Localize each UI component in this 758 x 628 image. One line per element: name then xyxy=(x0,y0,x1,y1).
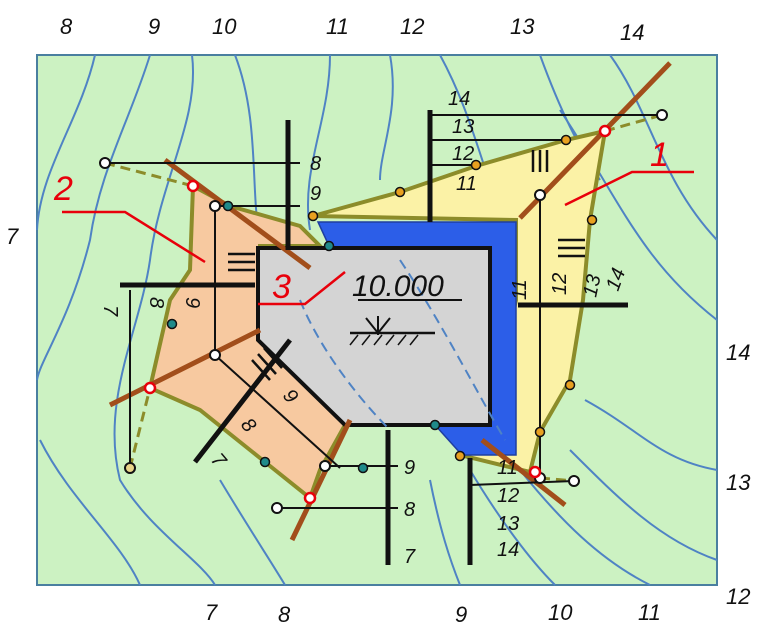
contour-line xyxy=(36,54,151,381)
contour-line xyxy=(219,479,286,586)
contour-line xyxy=(609,54,718,241)
platform-elevation: 10.000 xyxy=(352,270,444,303)
contour-label-left: 7 xyxy=(6,224,19,249)
elevation-mark xyxy=(349,299,462,346)
marker-leader-2 xyxy=(62,210,206,264)
scale-label: 14 xyxy=(497,539,519,561)
orange-point xyxy=(586,214,598,226)
scale-label: 12 xyxy=(452,143,474,165)
marker-1: 1 xyxy=(650,136,669,174)
contour-label-top: 12 xyxy=(400,14,424,39)
survey-point xyxy=(319,460,331,472)
scale-label: 12 xyxy=(497,485,519,507)
scale-label: 13 xyxy=(497,513,519,535)
teal-point xyxy=(166,318,178,330)
contour-label-top: 9 xyxy=(148,14,160,39)
red-point xyxy=(143,381,157,395)
orange-point xyxy=(454,450,466,462)
scale-label: 7 xyxy=(99,305,121,317)
platform-contour xyxy=(399,259,506,441)
scale-label: 8 xyxy=(145,297,167,308)
teal-point xyxy=(222,200,234,212)
marker-2: 2 xyxy=(53,170,73,208)
tick-clusters xyxy=(228,150,585,381)
contour-line xyxy=(39,439,141,586)
contour-line xyxy=(36,54,96,231)
contour-line xyxy=(429,479,461,586)
orange-point xyxy=(534,426,546,438)
scale-label: 13 xyxy=(452,116,474,138)
scale-label: 9 xyxy=(310,183,321,205)
scale-label: 12 xyxy=(549,273,571,295)
contour-label-bottom: 12 xyxy=(726,584,750,609)
boundary-line xyxy=(289,418,353,542)
survey-point xyxy=(656,109,668,121)
red-point xyxy=(528,465,542,479)
scale-label: 11 xyxy=(497,457,518,479)
contour-label-bottom: 8 xyxy=(278,602,291,627)
marker-leaders xyxy=(62,170,694,306)
red-point xyxy=(598,124,612,138)
teal-point xyxy=(429,419,441,431)
points xyxy=(99,109,668,514)
contour-line xyxy=(306,54,331,231)
contour-label-bottom: 10 xyxy=(548,600,573,625)
survey-point xyxy=(568,475,580,487)
scale-label: 8 xyxy=(404,499,415,521)
platform-contour xyxy=(299,299,391,431)
contour-line xyxy=(113,54,216,586)
survey-point xyxy=(271,502,283,514)
teal-point xyxy=(357,462,369,474)
contour-line xyxy=(469,469,556,586)
survey-point xyxy=(209,349,221,361)
contour-label-bottom: 7 xyxy=(205,600,218,625)
marker-leader-3 xyxy=(258,271,346,306)
orange-point xyxy=(564,379,576,391)
contour-line xyxy=(519,469,651,586)
boundary-line xyxy=(480,438,567,507)
contour-label-top: 8 xyxy=(60,14,73,39)
orange-point xyxy=(470,159,482,171)
scale-label: 14 xyxy=(448,88,470,110)
boundary-line xyxy=(108,327,262,408)
contour-label-top: 13 xyxy=(510,14,535,39)
cut-zone xyxy=(147,182,348,502)
contour-line xyxy=(569,449,718,561)
survey-point xyxy=(99,157,111,169)
scale-label: 11 xyxy=(456,173,477,195)
teal-point xyxy=(259,456,271,468)
contour-label-bottom: 9 xyxy=(455,602,467,627)
contour-label-top: 10 xyxy=(212,14,237,39)
orange-point xyxy=(307,210,319,222)
scale-label: 9 xyxy=(404,457,415,479)
contour-label-top: 11 xyxy=(326,14,349,39)
orange-point xyxy=(394,186,406,198)
scale-label: 11 xyxy=(509,279,531,300)
orange-point xyxy=(560,134,572,146)
platform xyxy=(256,246,492,427)
contour-label-right: 14 xyxy=(726,340,750,365)
teal-point xyxy=(323,240,335,252)
contour-label-right: 13 xyxy=(726,470,751,495)
contour-label-top: 14 xyxy=(620,20,644,45)
marker-leader-1 xyxy=(564,170,694,207)
survey-point xyxy=(124,462,136,474)
scale-label: 8 xyxy=(310,153,321,175)
contour-line xyxy=(379,54,394,181)
survey-point xyxy=(534,189,546,201)
scale-label: 13 xyxy=(579,273,605,299)
red-point xyxy=(303,491,317,505)
red-point xyxy=(186,179,200,193)
contour-line xyxy=(584,399,718,471)
scale-label: 9 xyxy=(181,297,203,308)
survey-point xyxy=(209,200,221,212)
contour-label-bottom: 11 xyxy=(638,600,661,625)
scale-label: 7 xyxy=(404,546,416,568)
marker-3: 3 xyxy=(272,268,291,306)
